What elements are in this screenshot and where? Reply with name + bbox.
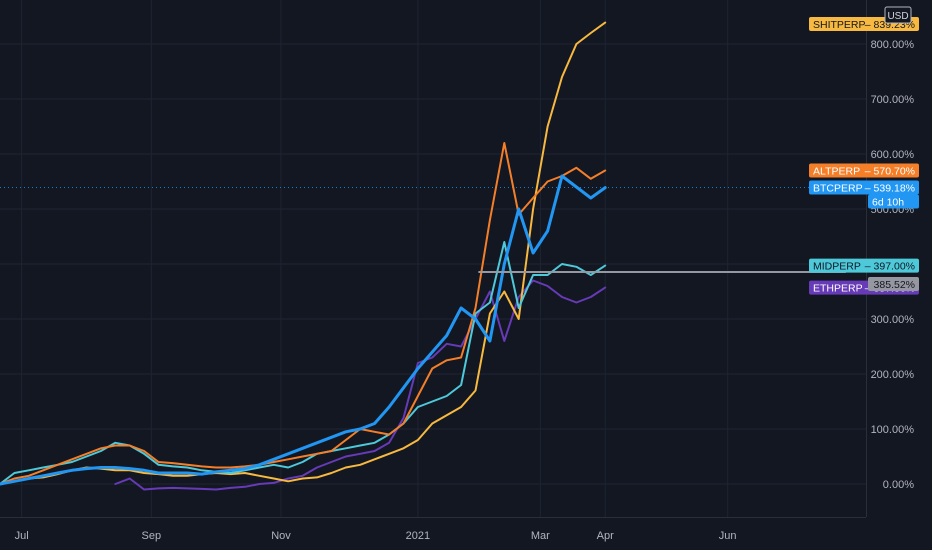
y-tick-label: 600.00% (871, 149, 915, 161)
series-name: ALTPERP (813, 166, 860, 178)
y-tick-label: 0.00% (883, 479, 914, 491)
x-tick-label: Jun (719, 530, 737, 542)
grid (0, 0, 867, 518)
currency-label: USD (887, 11, 908, 22)
y-tick-label: 200.00% (871, 369, 915, 381)
x-axis[interactable]: Jul Sep Nov 2021 Mar Apr Jun (15, 530, 737, 542)
countdown-text: 6d 10h (872, 197, 904, 209)
series-last-value: – 539.18% (865, 183, 915, 195)
series-name: MIDPERP (813, 261, 861, 273)
y-tick-label: 300.00% (871, 314, 915, 326)
x-tick-label: Sep (142, 530, 162, 542)
price-label-btcperp[interactable]: BTCPERP – 539.18% (809, 180, 919, 195)
y-tick-label: 800.00% (871, 39, 915, 51)
y-tick-label: 700.00% (871, 94, 915, 106)
series-last-value: – 570.70% (865, 166, 915, 178)
x-tick-label: Jul (15, 530, 29, 542)
countdown-label: 6d 10h (868, 194, 919, 209)
series-line-ethperp[interactable] (114, 279, 607, 491)
x-tick-label: Nov (271, 530, 291, 542)
crosshair-value: 385.52% (874, 279, 915, 291)
series-last-value: – 397.00% (865, 261, 915, 273)
y-tick-label: 100.00% (871, 424, 915, 436)
price-label-midperp[interactable]: MIDPERP – 397.00% (809, 258, 919, 273)
series-lines (0, 21, 607, 491)
x-tick-label: 2021 (406, 530, 430, 542)
x-tick-label: Mar (531, 530, 550, 542)
price-label-altperp[interactable]: ALTPERP – 570.70% (809, 163, 919, 178)
series-name: BTCPERP (813, 183, 863, 195)
currency-badge[interactable]: USD (884, 6, 912, 24)
series-name: SHITPERP (813, 19, 866, 31)
series-line-midperp[interactable] (0, 241, 607, 485)
series-name: ETHPERP (813, 283, 863, 295)
series-line-altperp[interactable] (0, 142, 607, 485)
price-labels: ETHPERP– 357.36%SHITPERP– 839.23%MIDPERP… (809, 17, 919, 295)
series-line-btcperp[interactable] (0, 174, 607, 486)
crosshair-value-label: 385.52% (868, 276, 919, 291)
x-tick-label: Apr (597, 530, 614, 542)
